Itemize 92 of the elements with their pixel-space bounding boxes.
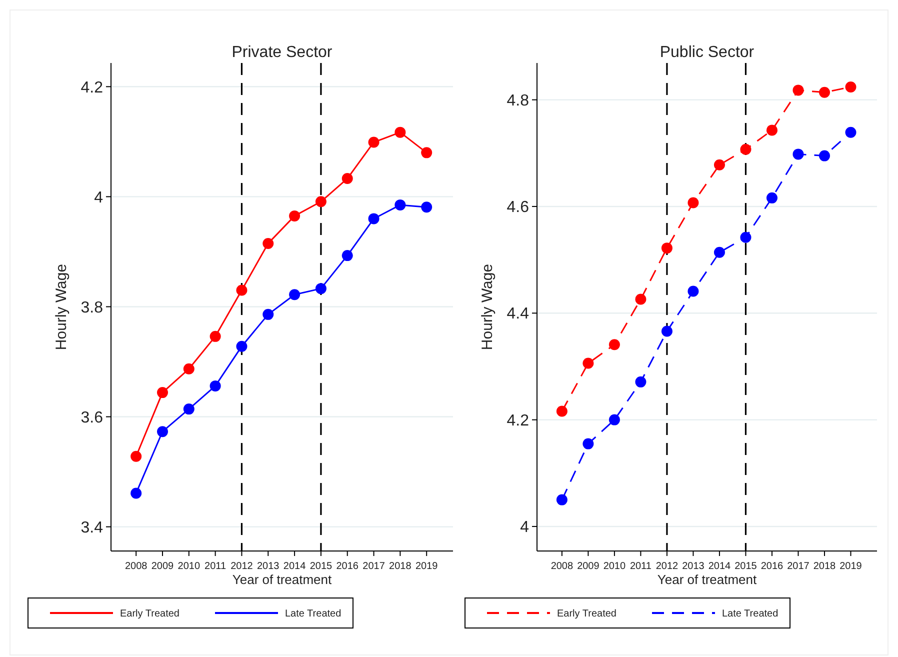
point [183, 404, 194, 415]
y-tick-label: 4 [520, 519, 530, 536]
point [714, 159, 725, 170]
point [818, 86, 830, 98]
y-tick-label: 3.8 [80, 299, 104, 316]
x-tick-label: 2011 [204, 561, 226, 572]
point [766, 192, 778, 204]
x-tick-label: 2011 [630, 561, 652, 572]
x-tick-label: 2019 [415, 561, 438, 572]
point [818, 150, 830, 162]
point [792, 148, 804, 160]
legend-label: Late Treated [722, 608, 778, 620]
point [394, 126, 406, 138]
point [130, 450, 142, 462]
x-tick-label: 2012 [656, 561, 679, 572]
x-tick-label: 2014 [283, 561, 306, 572]
point [130, 488, 142, 499]
point [315, 283, 326, 294]
x-tick-label: 2017 [787, 561, 810, 572]
y-tick-label: 3.6 [80, 409, 104, 426]
x-tick-label: 2009 [577, 561, 600, 572]
point [556, 406, 568, 417]
point [368, 136, 380, 148]
point [688, 286, 699, 297]
point [792, 84, 804, 96]
x-axis-title: Year of treatment [657, 572, 758, 587]
y-tick-label: 4 [94, 189, 104, 206]
x-tick-label: 2018 [813, 561, 836, 572]
y-axis-title: Hourly Wage [479, 264, 496, 350]
point [157, 426, 168, 438]
point [608, 339, 620, 350]
legend-label: Early Treated [557, 608, 616, 620]
point [556, 494, 568, 506]
y-tick-label: 4.4 [506, 306, 530, 323]
y-axis-title: Hourly Wage [53, 264, 70, 350]
point [368, 213, 380, 224]
x-tick-label: 2013 [257, 561, 280, 572]
chart-title: Public Sector [660, 44, 755, 61]
point [236, 284, 248, 296]
x-tick-label: 2016 [760, 561, 784, 572]
x-tick-label: 2015 [310, 561, 333, 572]
point [289, 210, 300, 222]
x-tick-label: 2009 [151, 561, 174, 572]
point [845, 82, 856, 92]
y-tick-label: 3.4 [80, 519, 104, 536]
point [421, 147, 432, 158]
point [210, 330, 221, 342]
point [608, 414, 620, 426]
x-axis-title: Year of treatment [232, 572, 332, 587]
x-tick-label: 2010 [603, 561, 626, 572]
x-tick-label: 2017 [362, 561, 386, 572]
x-tick-label: 2008 [550, 561, 574, 572]
x-tick-label: 2015 [734, 561, 758, 572]
x-tick-label: 2014 [708, 561, 732, 572]
point [394, 199, 406, 210]
point [766, 124, 778, 136]
point [582, 438, 594, 450]
point [740, 144, 752, 155]
point [714, 246, 725, 258]
chart-title: Private Sector [232, 44, 333, 61]
point [845, 126, 856, 138]
point [582, 358, 594, 369]
point [262, 308, 274, 320]
point [157, 387, 168, 398]
point [421, 202, 432, 213]
y-tick-label: 4.2 [506, 412, 530, 430]
y-tick-label: 4.2 [80, 79, 104, 96]
x-tick-label: 2008 [124, 561, 148, 572]
legend-label: Late Treated [285, 608, 342, 620]
point [315, 196, 326, 208]
x-tick-label: 2012 [230, 561, 254, 572]
point [635, 376, 646, 388]
x-tick-label: 2010 [178, 561, 200, 572]
point [661, 326, 672, 337]
x-tick-label: 2013 [682, 561, 705, 572]
x-tick-label: 2019 [840, 561, 862, 572]
x-tick-label: 2018 [389, 561, 412, 572]
point [342, 250, 353, 262]
point [342, 173, 353, 184]
point [210, 380, 221, 392]
point [289, 289, 300, 300]
x-tick-label: 2016 [336, 561, 359, 572]
point [661, 242, 672, 254]
point [262, 238, 274, 249]
y-tick-label: 4.6 [506, 199, 530, 216]
point [635, 294, 646, 305]
point [688, 197, 699, 208]
y-tick-label: 4.8 [506, 92, 530, 110]
point [236, 340, 248, 352]
point [740, 232, 752, 243]
legend-label: Early Treated [120, 608, 180, 620]
point [183, 363, 194, 374]
